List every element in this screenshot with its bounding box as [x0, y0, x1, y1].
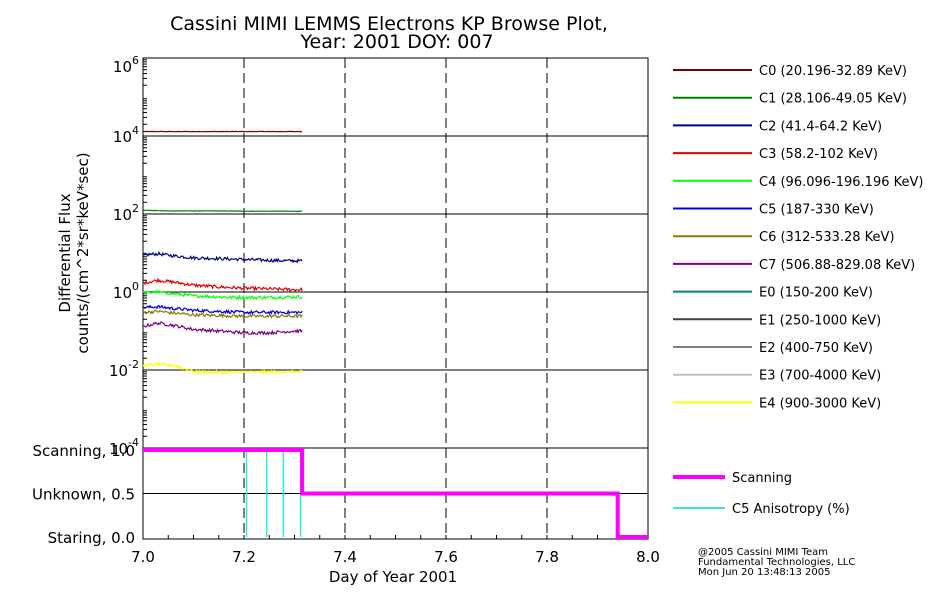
y-tick-label: 102	[113, 202, 139, 224]
bottom-y-tick-label: Scanning, 1.0	[32, 442, 135, 460]
credit-line-3: Mon Jun 20 13:48:13 2005	[698, 567, 831, 578]
legend-label: C5 (187-330 KeV)	[759, 203, 874, 218]
x-axis-label: Day of Year 2001	[329, 568, 457, 586]
y-tick-label: 10-2	[109, 358, 139, 380]
legend-label: E4 (900-3000 KeV)	[759, 396, 881, 411]
title-line-1: Cassini MIMI LEMMS Electrons KP Browse P…	[170, 13, 608, 35]
y-axis-label-line-2: counts/(cm^2*sr*keV*sec)	[74, 152, 92, 353]
legend-bottom: Scanning C5 Anisotropy (%)	[673, 471, 850, 517]
y-tick-label: 10-4	[109, 436, 139, 458]
legend-label: C5 Anisotropy (%)	[732, 502, 850, 517]
y-tick-label: 106	[113, 54, 139, 76]
series-line	[142, 289, 303, 301]
top-gridlines	[143, 58, 648, 448]
credit-line-1: @2005 Cassini MIMI Team	[698, 547, 828, 558]
top-series-lines	[142, 130, 303, 376]
legend-label: C3 (58.2-102 KeV)	[759, 147, 878, 162]
series-line	[142, 304, 303, 316]
legend-label: E0 (150-200 KeV)	[759, 286, 873, 301]
bottom-y-tick-label: Staring, 0.0	[48, 529, 135, 547]
top-panel: 106 104 102 100 10-2 10-4	[109, 54, 649, 458]
scanning-line	[143, 448, 648, 539]
y-tick-label: 104	[113, 124, 139, 146]
series-line	[143, 209, 303, 213]
legend-label: C6 (312-533.28 KeV)	[759, 230, 895, 245]
legend-label: E3 (700-4000 KeV)	[759, 369, 881, 384]
y-axis-label-line-1: Differential Flux	[56, 193, 74, 312]
series-line	[142, 321, 303, 336]
top-y-tick-labels: 106 104 102 100 10-2 10-4	[109, 54, 139, 458]
legend-label: C7 (506.88-829.08 KeV)	[759, 258, 915, 273]
bottom-y-tick-labels: Scanning, 1.0 Unknown, 0.5 Staring, 0.0	[32, 442, 135, 547]
series-line	[142, 277, 303, 292]
bottom-panel: Scanning, 1.0 Unknown, 0.5 Staring, 0.0	[32, 442, 649, 547]
x-tick-labels: 7.0 7.2 7.4 7.6 7.8 8.0	[131, 548, 660, 566]
legend-label: E2 (400-750 KeV)	[759, 341, 873, 356]
legend-label: C0 (20.196-32.89 KeV)	[759, 64, 907, 79]
title-line-2: Year: 2001 DOY: 007	[299, 31, 493, 53]
credit-line-2: Fundamental Technologies, LLC	[698, 557, 855, 568]
x-tick-label: 8.0	[636, 548, 660, 566]
series-line	[142, 309, 303, 320]
x-tick-label: 7.4	[333, 548, 357, 566]
y-tick-label: 100	[113, 280, 139, 302]
x-tick-label: 7.2	[232, 548, 256, 566]
series-line	[142, 361, 303, 376]
x-tick-label: 7.8	[535, 548, 559, 566]
legend-label: Scanning	[732, 471, 792, 486]
credits: @2005 Cassini MIMI Team Fundamental Tech…	[698, 547, 855, 578]
bottom-series-lines	[143, 448, 648, 539]
legend-label: C1 (28.106-49.05 KeV)	[759, 92, 907, 107]
x-tick-label: 7.6	[434, 548, 458, 566]
series-line	[142, 250, 303, 264]
legend-label: E1 (250-1000 KeV)	[759, 313, 881, 328]
y-axis-label: Differential Flux counts/(cm^2*sr*keV*se…	[56, 152, 92, 353]
legend-label: C4 (96.096-196.196 KeV)	[759, 175, 923, 190]
bottom-y-tick-label: Unknown, 0.5	[32, 486, 135, 504]
x-tick-label: 7.0	[131, 548, 155, 566]
legend-label: C2 (41.4-64.2 KeV)	[759, 119, 882, 134]
legend-top: C0 (20.196-32.89 KeV) C1 (28.106-49.05 Ke…	[673, 64, 923, 411]
